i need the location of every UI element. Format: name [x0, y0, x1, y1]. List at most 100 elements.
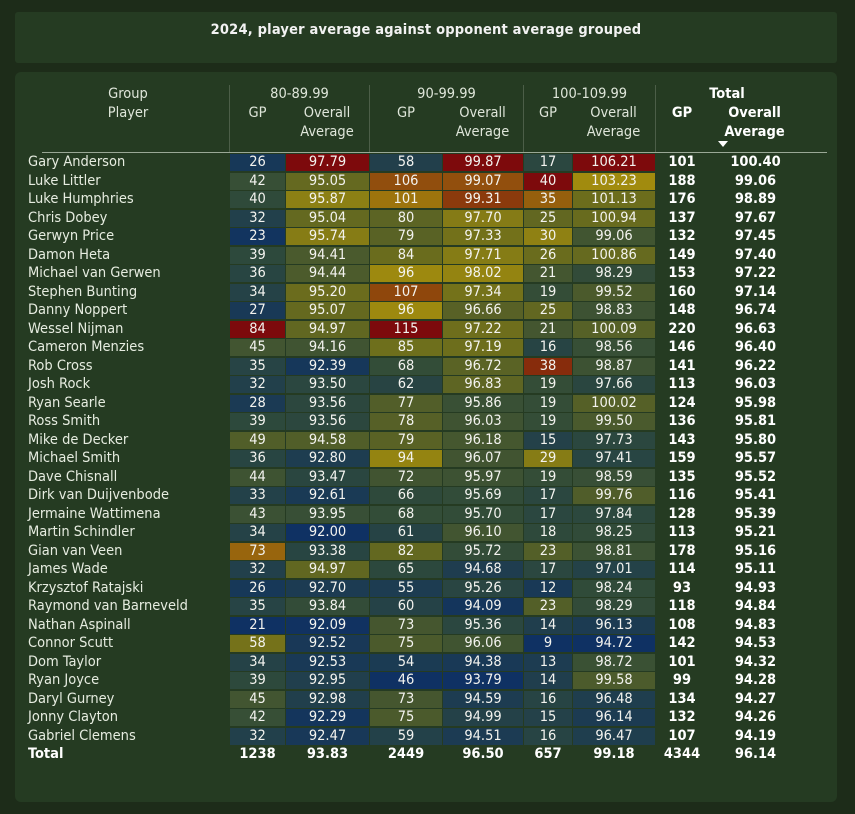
cell-g2-gp: 68	[370, 505, 442, 523]
sort-descending-icon[interactable]	[718, 141, 728, 147]
table-row[interactable]: Gian van Veen 73 93.38 82 95.72 23 98.81 178 95.…	[0, 542, 855, 561]
table-row[interactable]: Gabriel Clemens 32 92.47 59 94.51 16 96.47 107 9…	[0, 727, 855, 746]
table-row[interactable]: Nathan Aspinall 21 92.09 73 95.36 14 96.13 108 9…	[0, 616, 855, 635]
table-row[interactable]: Josh Rock 32 93.50 62 96.83 19 97.66 113 96.03	[0, 376, 855, 394]
col-header-average[interactable]: Average	[586, 124, 641, 140]
table-row[interactable]: Dirk van Duijvenbode 33 92.61 66 95.69 17 99.7…	[0, 487, 855, 505]
col-header-overall[interactable]: Overall	[303, 105, 351, 121]
cell-g3-gp: 38	[524, 357, 572, 375]
table-row[interactable]: Ross Smith 39 93.56 78 96.03 19 99.50 136 95.81	[0, 413, 855, 431]
player-name: Gian van Veen	[28, 542, 123, 559]
cell-tot-avg: 94.53	[734, 635, 777, 651]
cell-g1-gp: 40	[230, 191, 285, 208]
col-header-gp-total[interactable]: GP	[671, 105, 693, 121]
table-row[interactable]: Chris Dobey 32 95.04 80 97.70 25 100.94 137 97.6…	[0, 209, 855, 228]
group-header-80-89[interactable]: 80-89.99	[270, 86, 329, 102]
cell-g2-avg: 97.34	[443, 283, 523, 301]
cell-g2-avg: 94.59	[443, 690, 523, 708]
table-row[interactable]: Danny Noppert 27 95.07 96 96.66 25 98.83 148 96.…	[0, 302, 855, 320]
cell-tot-gp: 178	[668, 542, 696, 559]
table-row[interactable]: Rob Cross 35 92.39 68 96.72 38 98.87 141 96.22	[0, 357, 855, 376]
col-header-gp[interactable]: GP	[397, 105, 415, 121]
col-header-gp[interactable]: GP	[248, 105, 267, 121]
cell-tot-gp: 135	[668, 468, 696, 485]
table-row[interactable]: Michael van Gerwen 36 94.44 96 98.02 21 98.29 1…	[0, 265, 855, 283]
table-row[interactable]: Martin Schindler 34 92.00 61 96.10 18 98.25 113…	[0, 524, 855, 542]
cell-g1-avg: 92.61	[286, 487, 369, 504]
cell-g2-avg: 94.09	[443, 598, 523, 615]
cell-g3-gp: 16	[524, 339, 572, 356]
table-row[interactable]: Ryan Searle 28 93.56 77 95.86 19 100.02 124 95.9…	[0, 394, 855, 413]
cell-g3-gp: 19	[524, 376, 572, 393]
cell-tot-avg: 94.93	[734, 579, 777, 596]
col-header-average-total[interactable]: Average	[724, 124, 785, 140]
col-header-overall-total[interactable]: Overall	[728, 105, 781, 121]
table-row[interactable]: Luke Humphries 40 95.87 101 99.31 35 101.13 176…	[0, 191, 855, 209]
cell-g1-avg: 93.83	[306, 746, 349, 762]
header-divider	[523, 85, 524, 153]
player-name: Martin Schindler	[28, 524, 135, 540]
table-row[interactable]: Gerwyn Price 23 95.74 79 97.33 30 99.06 132 97.4…	[0, 228, 855, 246]
cell-tot-avg: 100.40	[730, 154, 781, 170]
cell-g3-avg: 99.50	[573, 413, 655, 430]
col-header-overall[interactable]: Overall	[590, 105, 637, 121]
table-row[interactable]: James Wade 32 94.97 65 94.68 17 97.01 114 95.11	[0, 561, 855, 579]
total-row[interactable]: Total 1238 93.83 2449 96.50 657 99.18 4344 96.14	[0, 746, 855, 764]
table-row[interactable]: Dom Taylor 34 92.53 54 94.38 13 98.72 101 94.32	[0, 653, 855, 672]
cell-g3-gp: 29	[524, 450, 572, 467]
table-row[interactable]: Ryan Joyce 39 92.95 46 93.79 14 99.58 99 94.28	[0, 672, 855, 690]
cell-g2-avg: 95.36	[443, 616, 523, 634]
table-row[interactable]: Luke Littler 42 95.05 106 99.07 40 103.23 188 99…	[0, 172, 855, 191]
table-row[interactable]: Damon Heta 39 94.41 84 97.71 26 100.86 149 97.40	[0, 246, 855, 265]
cell-tot-avg: 95.11	[734, 561, 777, 577]
cell-tot-avg: 94.27	[734, 690, 777, 707]
table-row[interactable]: Gary Anderson 26 97.79 58 99.87 17 106.21 101 10…	[0, 154, 855, 172]
cell-g2-avg: 94.99	[443, 709, 523, 726]
cell-g2-avg: 96.03	[443, 413, 523, 430]
table-row[interactable]: Cameron Menzies 45 94.16 85 97.19 16 98.56 146 9…	[0, 339, 855, 357]
cell-tot-gp: 143	[668, 431, 696, 448]
col-header-average[interactable]: Average	[455, 124, 510, 140]
cell-tot-avg: 95.80	[734, 431, 777, 448]
table-row[interactable]: Connor Scutt 58 92.52 75 96.06 9 94.72 142 94.53	[0, 635, 855, 653]
table-row[interactable]: Wessel Nijman 84 94.97 115 97.22 21 100.09 220 9…	[0, 320, 855, 339]
cell-g2-avg: 96.18	[443, 431, 523, 449]
header-divider	[369, 85, 370, 153]
cell-g2-gp: 66	[370, 487, 442, 504]
cell-g2-gp: 75	[370, 709, 442, 726]
cell-g3-avg: 97.84	[573, 505, 655, 523]
table-row[interactable]: Michael Smith 36 92.80 94 96.07 29 97.41 159 95.…	[0, 450, 855, 468]
cell-g3-gp: 30	[524, 228, 572, 245]
cell-g2-avg: 99.31	[443, 191, 523, 208]
cell-g1-avg: 92.53	[286, 653, 369, 671]
cell-g1-avg: 93.38	[286, 542, 369, 560]
table-row[interactable]: Mike de Decker 49 94.58 79 96.18 15 97.73 143 95…	[0, 431, 855, 450]
group-header-90-99[interactable]: 90-99.99	[417, 86, 476, 102]
group-header-100-109[interactable]: 100-109.99	[551, 86, 628, 102]
table-row[interactable]: Raymond van Barneveld 35 93.84 60 94.09 23 98.…	[0, 598, 855, 616]
cell-g2-gp: 73	[370, 616, 442, 634]
table-row[interactable]: Krzysztof Ratajski 26 92.70 55 95.26 12 98.24 9…	[0, 579, 855, 598]
cell-g3-gp: 15	[524, 709, 572, 726]
table-row[interactable]: Stephen Bunting 34 95.20 107 97.34 19 99.52 160…	[0, 283, 855, 302]
cell-g1-gp: 58	[230, 635, 285, 652]
cell-g1-gp: 1238	[239, 746, 276, 762]
cell-g2-avg: 96.83	[443, 376, 523, 393]
table-row[interactable]: Dave Chisnall 44 93.47 72 95.97 19 98.59 135 95.…	[0, 468, 855, 487]
cell-tot-gp: 220	[668, 320, 696, 337]
cell-g1-avg: 95.04	[286, 209, 369, 227]
table-row[interactable]: Jonny Clayton 42 92.29 75 94.99 15 96.14 132 94.…	[0, 709, 855, 727]
group-header-total[interactable]: Total	[709, 86, 745, 102]
col-header-gp[interactable]: GP	[539, 105, 557, 121]
table-row[interactable]: Daryl Gurney 45 92.98 73 94.59 16 96.48 134 94.2…	[0, 690, 855, 709]
cell-g2-avg: 97.19	[443, 339, 523, 356]
col-header-overall[interactable]: Overall	[459, 105, 506, 121]
col-header-average[interactable]: Average	[300, 124, 354, 140]
cell-g2-gp: 82	[370, 542, 442, 560]
table-row[interactable]: Jermaine Wattimena 43 93.95 68 95.70 17 97.84 1…	[0, 505, 855, 524]
cell-g1-avg: 92.98	[286, 690, 369, 708]
cell-g3-gp: 9	[524, 635, 572, 652]
cell-g1-gp: 34	[230, 524, 285, 541]
cell-tot-avg: 99.06	[734, 172, 777, 189]
